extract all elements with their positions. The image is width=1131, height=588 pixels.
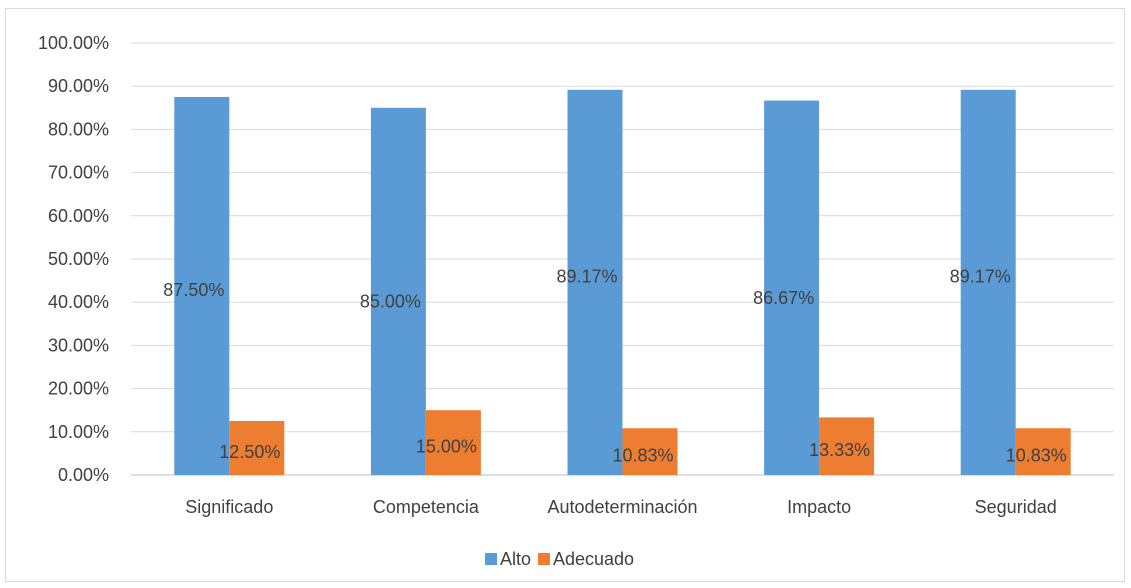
data-label: 15.00% bbox=[416, 437, 477, 457]
legend-label: Adecuado bbox=[553, 549, 634, 569]
y-tick-label: 70.00% bbox=[48, 163, 109, 183]
bar-alto bbox=[370, 107, 426, 476]
data-label: 87.50% bbox=[163, 280, 224, 300]
data-label: 10.83% bbox=[613, 446, 674, 466]
y-tick-label: 0.00% bbox=[58, 465, 109, 485]
bar-adecuado bbox=[819, 417, 875, 475]
legend: Alto Adecuado bbox=[485, 549, 634, 569]
bar-adecuado bbox=[229, 421, 285, 475]
y-tick-label: 100.00% bbox=[38, 33, 109, 53]
y-tick-label: 60.00% bbox=[48, 206, 109, 226]
bar-alto bbox=[174, 97, 230, 475]
data-label: 85.00% bbox=[360, 291, 421, 311]
data-label: 86.67% bbox=[753, 288, 814, 308]
bar-adecuado bbox=[425, 410, 481, 475]
x-category-label: Competencia bbox=[373, 497, 480, 517]
bar-chart: 0.00% 10.00% 20.00% 30.00% 40.00% 50.00% 60.00… bbox=[38, 33, 1114, 569]
data-label: 10.83% bbox=[1006, 446, 1067, 466]
y-tick-label: 10.00% bbox=[48, 422, 109, 442]
data-label: 89.17% bbox=[950, 266, 1011, 286]
legend-swatch bbox=[485, 553, 497, 565]
x-axis: Significado Competencia Autodeterminación I… bbox=[185, 497, 1056, 517]
bar-alto bbox=[567, 89, 623, 476]
bar-adecuado bbox=[1015, 428, 1071, 475]
y-axis: 0.00% 10.00% 20.00% 30.00% 40.00% 50.00% 60.00… bbox=[38, 33, 109, 485]
data-label: 12.50% bbox=[219, 442, 280, 462]
x-category-label: Impacto bbox=[787, 497, 851, 517]
y-tick-label: 50.00% bbox=[48, 249, 109, 269]
x-category-label: Significado bbox=[185, 497, 273, 517]
data-label: 89.17% bbox=[557, 266, 618, 286]
bar-alto bbox=[960, 89, 1016, 476]
bar-adecuado bbox=[622, 428, 678, 475]
bar-alto bbox=[764, 100, 820, 475]
bars: 87.50% 12.50% 85.00% 15.00% 89.17% 10.83% 86.6… bbox=[163, 89, 1071, 476]
y-tick-label: 20.00% bbox=[48, 379, 109, 399]
chart-frame: 0.00% 10.00% 20.00% 30.00% 40.00% 50.00% 60.00… bbox=[5, 8, 1125, 582]
data-label: 13.33% bbox=[809, 440, 870, 460]
y-tick-label: 30.00% bbox=[48, 335, 109, 355]
legend-swatch bbox=[538, 553, 550, 565]
legend-label: Alto bbox=[500, 549, 531, 569]
y-tick-label: 90.00% bbox=[48, 76, 109, 96]
y-tick-label: 40.00% bbox=[48, 292, 109, 312]
x-category-label: Seguridad bbox=[975, 497, 1057, 517]
y-tick-label: 80.00% bbox=[48, 119, 109, 139]
x-category-label: Autodeterminación bbox=[547, 497, 697, 517]
